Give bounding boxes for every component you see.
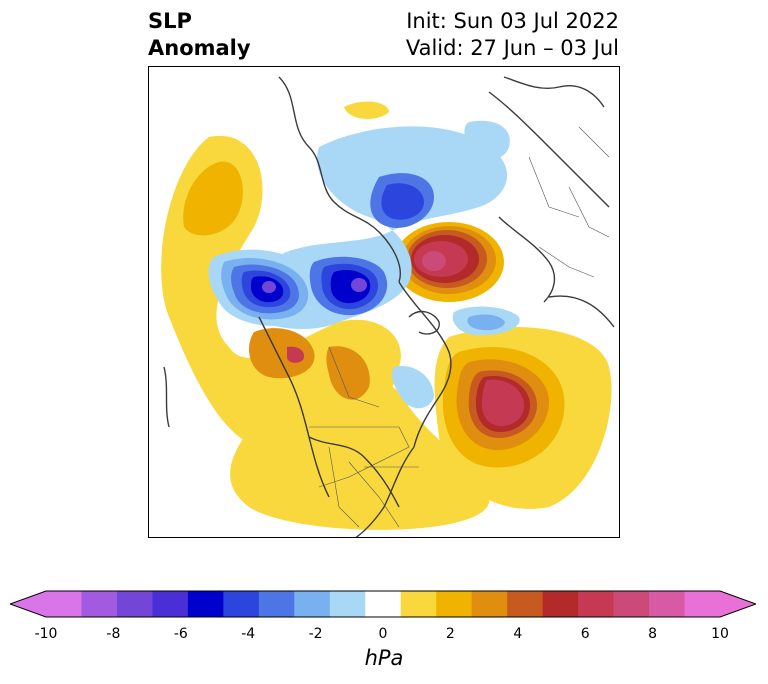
anomaly-field — [161, 76, 615, 537]
colorbar-tick-label: -10 — [34, 626, 58, 642]
siberia-peak — [422, 251, 446, 271]
colorbar-tick-label: 8 — [648, 626, 658, 642]
colorbar-tick-label: -2 — [308, 626, 323, 642]
coastline-9 — [498, 216, 556, 303]
colorbar-bin — [116, 591, 153, 617]
border-9 — [578, 126, 610, 158]
colorbar-bin — [684, 591, 721, 617]
labrador-negative — [391, 366, 434, 409]
colorbar-bin — [400, 591, 437, 617]
borders — [309, 126, 610, 528]
colorbar-segments — [46, 591, 721, 617]
colorbar-bin — [365, 591, 402, 617]
colorbar-tick-label: -6 — [173, 626, 188, 642]
coastline-8 — [408, 310, 440, 335]
atlantic-positive-peak — [481, 379, 525, 427]
colorbar-tick-label: 4 — [513, 626, 523, 642]
colorbar-bin — [613, 591, 650, 617]
colorbar-bin — [187, 591, 224, 617]
title-left: SLP Anomaly — [148, 8, 251, 62]
colorbar-bin — [542, 591, 579, 617]
colorbar-bin — [507, 591, 544, 617]
colorbar-tick-label: -8 — [106, 626, 121, 642]
border-6 — [568, 186, 610, 238]
colorbar — [10, 590, 756, 618]
coastline-7 — [503, 76, 605, 108]
north-america-positive — [230, 371, 490, 530]
alaska-positive — [249, 328, 315, 379]
polar-map — [148, 66, 620, 538]
title-right: Init: Sun 03 Jul 2022 Valid: 27 Jun – 03… — [406, 8, 619, 62]
border-1 — [309, 426, 410, 488]
coastline-4 — [258, 316, 330, 498]
title-kind: Anomaly — [148, 36, 251, 60]
colorbar-tick-label: -4 — [241, 626, 256, 642]
canada-positive — [326, 346, 370, 400]
border-7 — [528, 156, 580, 218]
coastline-11 — [163, 366, 170, 428]
arctic-negative-peak — [351, 278, 367, 292]
colorbar-bin — [46, 591, 82, 617]
colorbar-extend-right — [720, 591, 756, 617]
russia-negative-l4 — [381, 183, 424, 220]
border-2 — [328, 446, 360, 528]
colorbar-bin — [258, 591, 295, 617]
colorbar-extend-left — [10, 591, 46, 617]
colorbar-tick-label: 2 — [445, 626, 455, 642]
title-variable: SLP — [148, 9, 192, 33]
border-5 — [328, 346, 380, 408]
arctic-small-positive — [344, 101, 389, 119]
negative-anomaly-regions — [208, 120, 520, 409]
coastlines — [163, 76, 615, 537]
init-date: Init: Sun 03 Jul 2022 — [406, 9, 619, 33]
colorbar-bin — [578, 591, 615, 617]
coastline-3 — [355, 446, 415, 537]
coastline-10 — [548, 295, 615, 328]
colorbar-tick-label: 6 — [580, 626, 590, 642]
valid-range: Valid: 27 Jun – 03 Jul — [405, 36, 619, 60]
siberia-negative-outer — [464, 120, 510, 159]
colorbar-bin — [649, 591, 686, 617]
colorbar-tick-label: 10 — [711, 626, 729, 642]
colorbar-bin — [294, 591, 331, 617]
colorbar-outline — [10, 590, 756, 618]
positive-anomaly-mid — [183, 161, 565, 468]
colorbar-bin — [223, 591, 260, 617]
border-3 — [348, 461, 400, 528]
siberia-positive — [394, 222, 504, 302]
colorbar-bin — [436, 591, 473, 617]
atlantic-negative-l2 — [467, 314, 505, 331]
border-8 — [538, 246, 595, 278]
colorbar-tick-label: 0 — [378, 626, 388, 642]
coastline-6 — [488, 91, 610, 208]
colorbar-bin — [329, 591, 366, 617]
colorbar-bin — [81, 591, 118, 617]
colorbar-unit: hPa — [364, 646, 404, 670]
colorbar-bin — [471, 591, 508, 617]
colorbar-bin — [152, 591, 189, 617]
pacific-positive-core — [183, 161, 243, 236]
coastline-5 — [308, 436, 400, 508]
coastline-1 — [278, 76, 401, 283]
coastline-2 — [398, 281, 452, 448]
alaska-positive-peak — [287, 346, 305, 363]
pacific-negative-peak — [262, 281, 276, 293]
